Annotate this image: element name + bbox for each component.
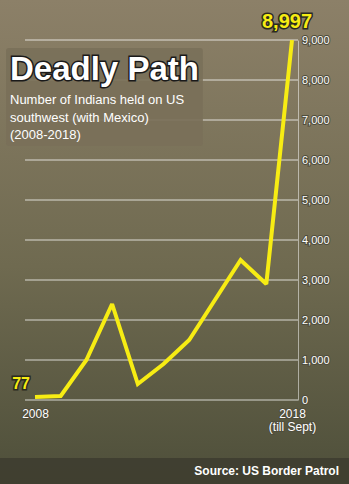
title: Deadly Path <box>10 50 199 87</box>
tick: 4,000 <box>298 234 330 246</box>
tick: 7,000 <box>298 114 330 126</box>
tick-label: 0 <box>302 394 308 406</box>
tick-label: 2018(till Sept) <box>269 407 316 435</box>
source-strip <box>0 458 349 484</box>
line <box>35 40 292 397</box>
axis-line <box>298 41 299 401</box>
tick-label: 6,000 <box>302 154 330 166</box>
source: Source: US Border Patrol <box>194 464 339 478</box>
data-label: 8,997 <box>262 10 312 32</box>
tick-label: 7,000 <box>302 114 330 126</box>
tick: 2008 <box>22 400 49 421</box>
chart: 0 1,000 2,000 3,000 4,000 5,000 6,000 7,000 8,00… <box>0 0 349 484</box>
data-label: 77 <box>12 375 30 392</box>
plot-area <box>35 40 292 397</box>
tick-label: 2,000 <box>302 314 330 326</box>
tick-label: 1,000 <box>302 354 330 366</box>
title-patch <box>6 48 203 146</box>
tick: 3,000 <box>298 274 330 286</box>
data-labels: 77 8,997 <box>12 10 312 392</box>
tick-label: 9,000 <box>302 34 330 46</box>
grid-line <box>25 39 298 40</box>
tick: 2018(till Sept) <box>269 400 316 434</box>
tick: 0 <box>298 394 308 406</box>
grid-line <box>25 319 298 320</box>
tick: 6,000 <box>298 154 330 166</box>
background <box>0 0 349 484</box>
grid-line <box>25 159 298 160</box>
tick-label: 3,000 <box>302 274 330 286</box>
grid-line <box>25 279 298 280</box>
tick-label: 8,000 <box>302 74 330 86</box>
x-axis: 2008 2018(till Sept) <box>22 400 316 434</box>
title-block: Deadly Path Number of Indians held on USs… <box>6 48 203 146</box>
subtitle: Number of Indians held on USsouthwest (w… <box>10 92 184 142</box>
tick: 2,000 <box>298 314 330 326</box>
axis-line <box>36 400 293 401</box>
tick: 8,000 <box>298 74 330 86</box>
tick: 9,000 <box>298 34 330 46</box>
y-axis: 0 1,000 2,000 3,000 4,000 5,000 6,000 7,000 8,00… <box>298 34 330 406</box>
grid-line <box>25 359 298 360</box>
tick-label: 4,000 <box>302 234 330 246</box>
tick-label: 5,000 <box>302 194 330 206</box>
grid-line <box>25 199 298 200</box>
tick-label: 2008 <box>22 407 49 421</box>
tick: 5,000 <box>298 194 330 206</box>
grid-line <box>25 239 298 240</box>
tick: 1,000 <box>298 354 330 366</box>
grid-line <box>25 399 298 400</box>
